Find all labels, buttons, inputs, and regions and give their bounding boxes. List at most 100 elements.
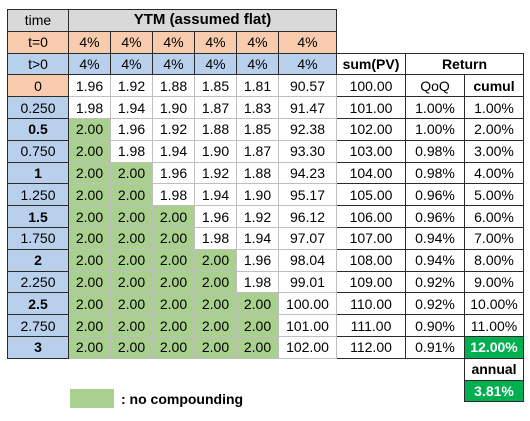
qoq-cell: 1.00% <box>405 117 465 141</box>
pv-cell: 1.92 <box>152 117 195 141</box>
pv-cell: 2.00 <box>110 248 153 272</box>
time-cell: 2.750 <box>7 314 69 337</box>
pv-cell: 2.00 <box>152 205 195 228</box>
pv-cell: 1.98 <box>110 139 153 163</box>
pv-cell: 2.00 <box>68 226 111 250</box>
cumul-cell: 5.00% <box>464 183 524 207</box>
pv-cell: 1.87 <box>236 139 279 163</box>
pv-cell: 1.85 <box>194 74 237 98</box>
annual-return-value: 3.81% <box>464 379 524 403</box>
qoq-cell: 0.90% <box>405 314 465 337</box>
pv-cell: 2.00 <box>194 292 237 316</box>
rate-cell: 4% <box>236 30 279 54</box>
table-row: 1.250 2.00 2.00 1.98 1.94 1.90 95.17 105.00 0.96… <box>7 183 524 207</box>
pv-cell: 2.00 <box>152 270 195 294</box>
pv-cell: 2.00 <box>68 183 111 207</box>
pv-cell: 1.94 <box>110 96 153 119</box>
table-row: 1 2.00 2.00 1.96 1.92 1.88 94.23 104.00 0.98% 4.0… <box>7 161 524 185</box>
time-cell: 1.5 <box>7 205 69 228</box>
sum-pv-cell: 101.00 <box>336 96 406 119</box>
pv-cell: 92.38 <box>278 117 337 141</box>
table-row: 0 1.96 1.92 1.88 1.85 1.81 90.57 100.00 QoQ cumul <box>7 74 524 98</box>
pv-cell: 1.98 <box>236 270 279 294</box>
cumul-cell: 6.00% <box>464 205 524 228</box>
time-cell: 0.5 <box>7 117 69 141</box>
rate-row-t0: t=0 4% 4% 4% 4% 4% 4% <box>7 30 524 54</box>
qoq-cell: 0.96% <box>405 205 465 228</box>
cumulative-return-highlight: 12.00% <box>464 335 524 359</box>
pv-cell: 2.00 <box>194 335 237 359</box>
cumul-cell: 10.00% <box>464 292 524 316</box>
time-cell: 0.250 <box>7 96 69 119</box>
pv-cell: 2.00 <box>194 314 237 337</box>
time-cell: 2 <box>7 248 69 272</box>
pv-cell: 1.96 <box>68 74 111 98</box>
pv-cell: 2.00 <box>68 161 111 185</box>
annual-label: annual <box>464 357 524 381</box>
rate-cell: 4% <box>194 30 237 54</box>
sum-pv-cell: 109.00 <box>336 270 406 294</box>
pv-cell: 2.00 <box>110 183 153 207</box>
time-cell: 2.250 <box>7 270 69 294</box>
pv-cell: 2.00 <box>110 205 153 228</box>
sum-pv-cell: 102.00 <box>336 117 406 141</box>
qoq-header: QoQ <box>405 74 465 98</box>
pv-cell: 2.00 <box>194 248 237 272</box>
pv-cell: 99.01 <box>278 270 337 294</box>
pv-cell: 1.94 <box>152 139 195 163</box>
pv-cell: 2.00 <box>110 314 153 337</box>
table-row: 2 2.00 2.00 2.00 2.00 1.96 98.04 108.00 0.94% 8.0… <box>7 248 524 272</box>
pv-cell: 94.23 <box>278 161 337 185</box>
table-row: 2.250 2.00 2.00 2.00 2.00 1.98 99.01 109.00 0.92… <box>7 270 524 294</box>
time-header: time <box>7 9 69 32</box>
pv-cell: 2.00 <box>68 248 111 272</box>
rate-cell: 4% <box>278 52 337 76</box>
rate-cell: 4% <box>278 30 337 54</box>
pv-cell: 2.00 <box>110 335 153 359</box>
pv-cell: 2.00 <box>110 292 153 316</box>
rate-cell: 4% <box>236 52 279 76</box>
sum-pv-cell: 107.00 <box>336 226 406 250</box>
table-row: 0.250 1.98 1.94 1.90 1.87 1.83 91.47 101.00 1.00… <box>7 96 524 119</box>
pv-cell: 100.00 <box>278 292 337 316</box>
rate-cell: 4% <box>110 52 153 76</box>
cumul-cell: 7.00% <box>464 226 524 250</box>
pv-cell: 2.00 <box>152 226 195 250</box>
pv-cell: 2.00 <box>110 270 153 294</box>
pv-cell: 2.00 <box>152 335 195 359</box>
pv-cell: 1.88 <box>152 74 195 98</box>
time-cell: 1 <box>7 161 69 185</box>
pv-cell: 2.00 <box>110 161 153 185</box>
pv-cell: 91.47 <box>278 96 337 119</box>
rate-cell: 4% <box>68 30 111 54</box>
pv-cell: 1.85 <box>236 117 279 141</box>
qoq-cell: 0.91% <box>405 335 465 359</box>
pv-cell: 1.98 <box>152 183 195 207</box>
sum-pv-header: sum(PV) <box>336 52 406 76</box>
sum-pv-cell: 105.00 <box>336 183 406 207</box>
cumul-cell: 11.00% <box>464 314 524 337</box>
pv-cell: 1.96 <box>110 117 153 141</box>
pv-cell: 1.90 <box>152 96 195 119</box>
pv-cell: 1.92 <box>194 161 237 185</box>
qoq-cell: 1.00% <box>405 96 465 119</box>
cumul-header: cumul <box>464 74 524 98</box>
pv-cell: 2.00 <box>152 292 195 316</box>
pv-cell: 2.00 <box>68 139 111 163</box>
pv-cell: 2.00 <box>68 314 111 337</box>
return-header: Return <box>405 52 524 76</box>
pv-cell: 2.00 <box>194 270 237 294</box>
pv-cell: 2.00 <box>68 205 111 228</box>
pv-cell: 1.87 <box>194 96 237 119</box>
ytm-title: YTM (assumed flat) <box>68 9 337 32</box>
no-compounding-swatch <box>70 389 114 408</box>
pv-cell: 2.00 <box>68 292 111 316</box>
sum-pv-cell: 100.00 <box>336 74 406 98</box>
time-cell: 0.750 <box>7 139 69 163</box>
cumul-cell: 9.00% <box>464 270 524 294</box>
table-row: 1.750 2.00 2.00 2.00 1.98 1.94 97.07 107.00 0.94… <box>7 226 524 250</box>
time-cell: 2.5 <box>7 292 69 316</box>
summary-row: 3.81% <box>8 379 524 403</box>
cumul-cell: 2.00% <box>464 117 524 141</box>
pv-cell: 1.81 <box>236 74 279 98</box>
